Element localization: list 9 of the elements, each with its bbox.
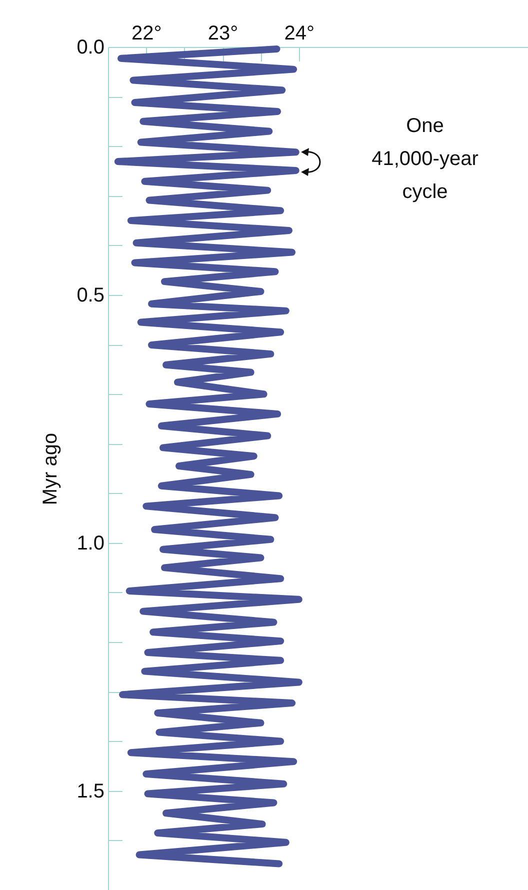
y-axis-title: Myr ago: [40, 432, 62, 506]
x-tick-label: 24°: [284, 22, 315, 44]
x-tick-label: 22°: [132, 22, 162, 44]
x-tick-label: 23°: [208, 22, 238, 44]
y-tick-label: 1.5: [76, 780, 104, 802]
y-tick-label: 0.5: [76, 284, 104, 306]
y-tick-label: 0.0: [76, 36, 104, 58]
y-tick-label: 1.0: [76, 532, 104, 554]
annotation: One 41,000-year cycle: [372, 115, 479, 203]
